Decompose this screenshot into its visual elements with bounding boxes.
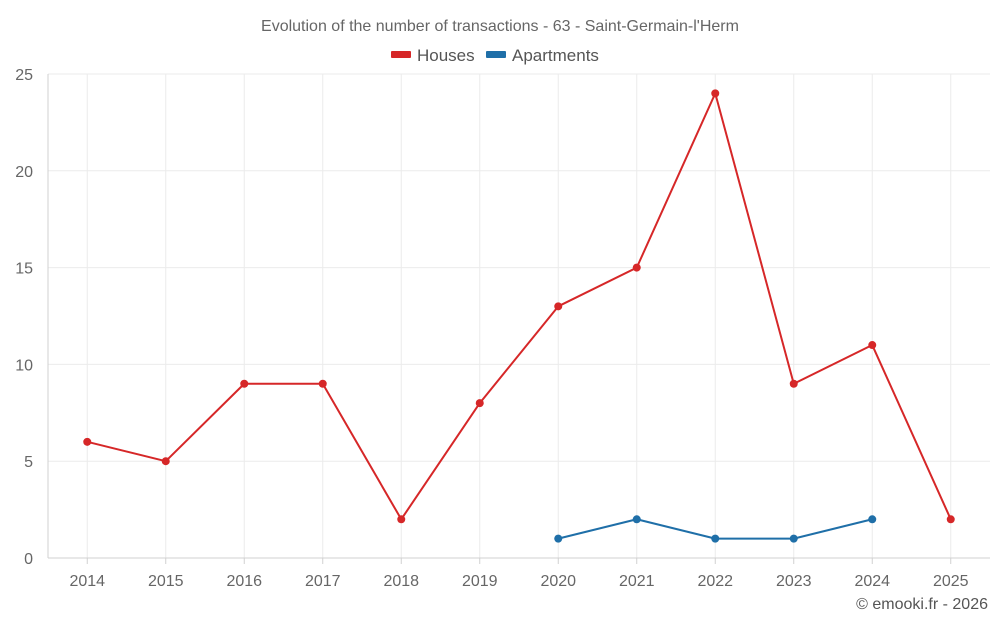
x-tick-label: 2017 <box>305 573 341 590</box>
x-tick-label: 2021 <box>619 573 655 590</box>
credit-text: © emooki.fr - 2026 <box>856 596 988 613</box>
data-point-houses-2020[interactable] <box>554 302 563 311</box>
data-point-houses-2017[interactable] <box>318 379 327 388</box>
data-point-apartments-2021[interactable] <box>632 515 641 524</box>
data-point-apartments-2023[interactable] <box>789 534 798 543</box>
data-point-apartments-2022[interactable] <box>711 534 720 543</box>
y-tick-label: 0 <box>24 551 33 568</box>
data-point-houses-2024[interactable] <box>868 341 877 350</box>
y-tick-label: 20 <box>15 164 33 181</box>
y-tick-label: 5 <box>24 454 33 471</box>
gridlines <box>47 73 990 559</box>
x-tick-label: 2015 <box>148 573 184 590</box>
data-point-apartments-2024[interactable] <box>868 515 877 524</box>
data-point-houses-2022[interactable] <box>711 89 720 98</box>
legend-label-houses[interactable]: Houses <box>417 46 475 65</box>
data-point-houses-2021[interactable] <box>632 263 641 272</box>
x-tick-label: 2020 <box>540 573 576 590</box>
data-point-houses-2016[interactable] <box>240 379 249 388</box>
x-tick-label: 2024 <box>854 573 890 590</box>
legend-label-apartments[interactable]: Apartments <box>512 46 599 65</box>
data-point-houses-2019[interactable] <box>475 399 484 408</box>
y-tick-label: 10 <box>15 357 33 374</box>
data-point-houses-2014[interactable] <box>83 437 92 446</box>
data-point-houses-2018[interactable] <box>397 515 406 524</box>
chart-title: Evolution of the number of transactions … <box>261 18 739 35</box>
data-point-houses-2023[interactable] <box>789 379 798 388</box>
legend-swatch-apartments <box>486 51 506 58</box>
data-point-apartments-2020[interactable] <box>554 534 563 543</box>
legend-swatch-houses <box>391 51 411 58</box>
series-line-houses <box>87 92 952 521</box>
plot-area <box>83 89 955 543</box>
x-tick-label: 2014 <box>69 573 105 590</box>
x-tick-label: 2016 <box>226 573 262 590</box>
x-tick-label: 2019 <box>462 573 498 590</box>
data-point-houses-2015[interactable] <box>161 457 170 466</box>
x-tick-label: 2018 <box>383 573 419 590</box>
x-tick-label: 2022 <box>697 573 733 590</box>
x-tick-label: 2023 <box>776 573 812 590</box>
y-tick-label: 25 <box>15 67 33 84</box>
y-tick-label: 15 <box>15 261 33 278</box>
legend: Houses Apartments <box>391 46 599 65</box>
x-axis: 2014 2015 2016 2017 2018 2019 2020 2021 2022 2023… <box>69 558 969 590</box>
y-axis: 0 5 10 15 20 25 <box>15 67 33 568</box>
x-tick-label: 2025 <box>933 573 969 590</box>
data-point-houses-2025[interactable] <box>946 515 955 524</box>
